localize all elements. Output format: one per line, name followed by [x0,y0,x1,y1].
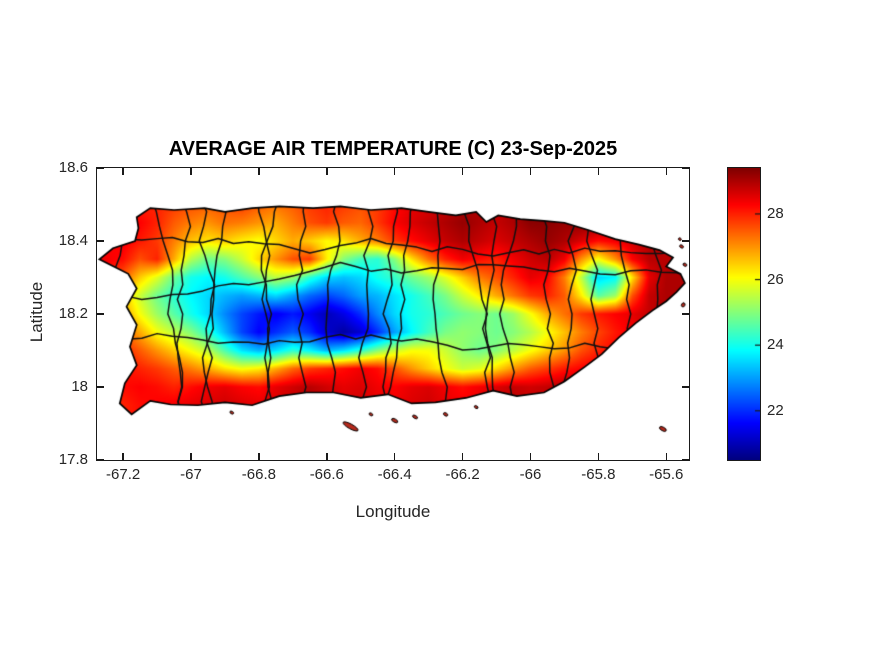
x-tick-mark [326,168,328,175]
colorbar-tick-label: 26 [767,270,784,288]
plot-area [96,167,690,461]
chart-title: AVERAGE AIR TEMPERATURE (C) 23-Sep-2025 [168,138,618,160]
y-tick-mark [97,459,104,461]
x-tick-mark [461,453,464,460]
x-tick-label: -65.8 [581,466,616,483]
colorbar-canvas [728,168,760,460]
x-tick-mark [461,168,464,175]
colorbar-tick-label: 22 [767,401,784,419]
x-tick-mark [190,168,192,175]
y-tick-mark [97,386,104,388]
colorbar [727,167,761,461]
x-tick-mark [393,168,396,175]
x-tick-mark [529,453,532,460]
y-tick-label: 18.6 [58,159,88,176]
y-tick-mark [682,313,689,315]
x-tick-mark [190,453,192,460]
x-tick-label: -65.6 [649,466,684,483]
colorbar-tick-label: 28 [767,204,784,222]
temperature-map-canvas [97,168,689,460]
y-tick-mark [97,167,104,169]
y-tick-mark [682,167,689,169]
colorbar-tick-label: 24 [767,336,784,354]
x-tick-label: -66.4 [377,466,412,483]
y-tick-mark [682,240,689,242]
x-tick-label: -66.2 [445,466,480,483]
x-tick-mark [665,168,667,175]
x-tick-mark [665,453,667,460]
x-tick-mark [597,168,600,175]
x-axis-label: Longitude [355,502,431,521]
x-tick-mark [393,453,396,460]
y-tick-mark [682,386,689,388]
y-tick-label: 18.4 [58,232,88,249]
x-tick-mark [597,453,600,460]
x-tick-mark [326,453,328,460]
y-tick-mark [682,459,689,461]
y-tick-label: 17.8 [58,451,88,468]
x-tick-mark [122,453,124,460]
y-tick-mark [97,313,104,315]
x-tick-mark [529,168,532,175]
x-tick-mark [258,453,260,460]
x-tick-label: -66.6 [309,466,344,483]
y-tick-label: 18.2 [58,305,88,322]
y-tick-label: 18 [71,378,88,395]
x-tick-label: -66.8 [241,466,276,483]
x-tick-label: -67 [180,466,202,483]
y-tick-mark [97,240,104,242]
x-tick-mark [258,168,260,175]
x-tick-mark [122,168,124,175]
x-tick-label: -67.2 [106,466,141,483]
x-tick-label: -66 [519,466,542,483]
